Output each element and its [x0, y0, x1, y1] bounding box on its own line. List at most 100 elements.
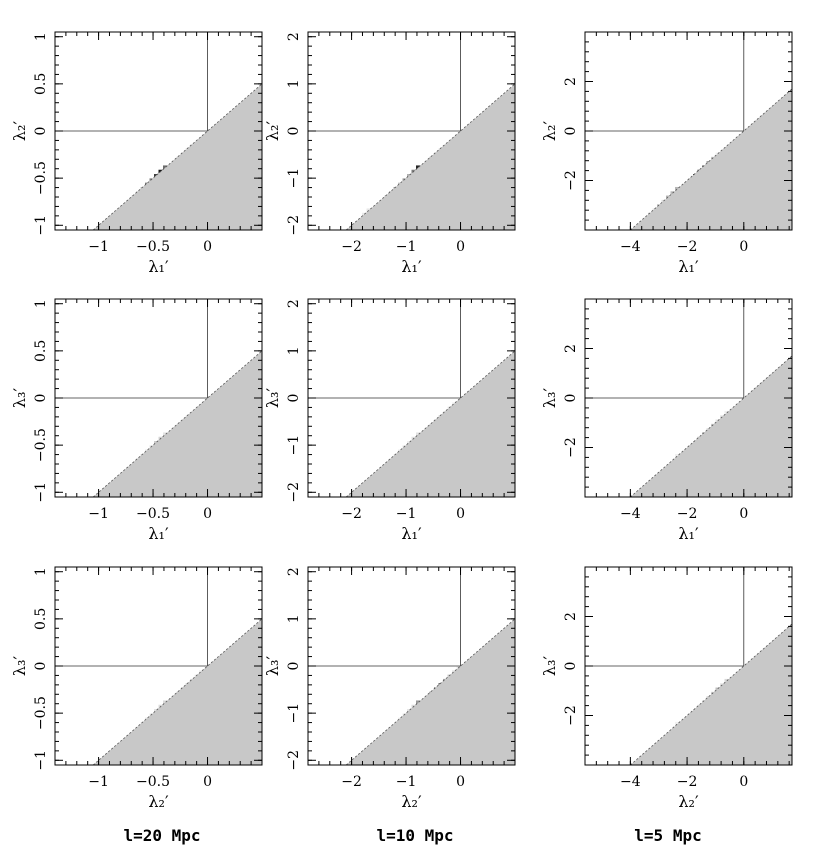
panel-r2-c1: −2 −1 0 −2 −1 0 1 2 λ₂′ λ₃′	[263, 566, 516, 811]
y-tick-label: 1	[286, 614, 302, 623]
y-tick-label: 1	[33, 567, 49, 576]
y-tick-label: −2	[286, 482, 302, 503]
y-tick-label: −1	[286, 435, 302, 456]
panel-r1-c0: −1 −0.5 0 −1 −0.5 0 0.5 1 λ₁′ λ₃′	[10, 298, 263, 543]
y-tick-label: 1	[33, 299, 49, 308]
x-tick-label: 0	[739, 506, 748, 522]
x-tick-label: 0	[456, 774, 465, 790]
y-tick-label: −1	[286, 168, 302, 189]
y-tick-label: −1	[33, 215, 49, 236]
x-tick-label: −1	[396, 506, 417, 522]
x-tick-label: 0	[203, 239, 212, 255]
x-tick-label: −0.5	[136, 506, 170, 522]
y-tick-label: −2	[563, 437, 579, 458]
y-axis-label: λ₃′	[10, 656, 29, 677]
y-tick-label: 0.5	[33, 608, 49, 630]
y-tick-label: −0.5	[33, 696, 49, 730]
shaded-region	[346, 350, 515, 497]
y-tick-label: 0	[563, 394, 579, 403]
y-axis-label: λ₃′	[263, 656, 282, 677]
shaded-region	[346, 83, 515, 230]
x-tick-label: 0	[456, 239, 465, 255]
y-axis-label: λ₃′	[540, 656, 559, 677]
panel-r1-c2: −4 −2 0 −2 0 2 λ₁′ λ₃′	[540, 298, 793, 543]
y-tick-label: 2	[563, 344, 579, 353]
y-axis-label: λ₃′	[263, 388, 282, 409]
x-tick-label: −2	[341, 239, 362, 255]
y-tick-label: 2	[286, 299, 302, 308]
y-tick-label: 0	[33, 394, 49, 403]
x-axis-label: λ₁′	[678, 524, 699, 543]
x-tick-label: 0	[203, 506, 212, 522]
x-axis-label: λ₁′	[148, 524, 169, 543]
y-tick-label: 0	[286, 394, 302, 403]
y-tick-label: 0	[33, 127, 49, 136]
x-tick-label: −1	[88, 774, 109, 790]
x-tick-label: −4	[620, 774, 641, 790]
x-tick-label: 0	[739, 774, 748, 790]
x-tick-label: −2	[341, 774, 362, 790]
x-tick-label: −0.5	[136, 239, 170, 255]
panel-r1-c1: −2 −1 0 −2 −1 0 1 2 λ₁′ λ₃′	[263, 298, 516, 543]
column-label-l5: l=5 Mpc	[634, 826, 702, 845]
y-tick-label: −2	[286, 750, 302, 771]
y-tick-label: 2	[286, 32, 302, 41]
x-axis-label: λ₁′	[148, 257, 169, 276]
y-tick-label: 2	[286, 567, 302, 576]
x-tick-label: −2	[677, 239, 698, 255]
y-tick-label: 1	[286, 346, 302, 355]
y-axis-label: λ₂′	[540, 121, 559, 142]
shaded-region	[93, 83, 262, 230]
x-axis-label: λ₁′	[401, 257, 422, 276]
diagonal-line	[92, 83, 262, 230]
y-tick-label: −0.5	[33, 161, 49, 195]
y-tick-label: 0	[286, 127, 302, 136]
y-tick-label: 1	[33, 32, 49, 41]
y-tick-label: 0.5	[33, 73, 49, 95]
x-tick-label: −2	[677, 506, 698, 522]
x-tick-label: 0	[739, 239, 748, 255]
x-tick-label: −1	[396, 774, 417, 790]
y-tick-label: −2	[563, 170, 579, 191]
x-tick-label: −1	[88, 506, 109, 522]
diagonal-line	[92, 618, 262, 765]
diagonal-line	[345, 618, 515, 765]
y-tick-label: 0.5	[33, 340, 49, 362]
x-tick-label: −4	[620, 239, 641, 255]
y-tick-label: −2	[563, 705, 579, 726]
x-axis-label: λ₂′	[678, 792, 699, 811]
x-tick-label: −0.5	[136, 774, 170, 790]
shaded-region	[93, 618, 262, 765]
y-axis-label: λ₃′	[10, 388, 29, 409]
y-tick-label: 2	[563, 77, 579, 86]
x-axis-label: λ₂′	[148, 792, 169, 811]
x-tick-label: −1	[396, 239, 417, 255]
y-tick-label: 0	[286, 662, 302, 671]
column-label-l20: l=20 Mpc	[123, 826, 201, 845]
y-tick-label: −0.5	[33, 428, 49, 462]
y-tick-label: 0	[563, 662, 579, 671]
x-tick-label: 0	[203, 774, 212, 790]
x-axis-label: λ₁′	[401, 524, 422, 543]
y-tick-label: 0	[563, 127, 579, 136]
panel-r2-c2: −4 −2 0 −2 0 2 λ₂′ λ₃′	[540, 566, 793, 811]
panel-r0-c0: −1 −0.5 0 −1 −0.5 0 0.5 1 λ₁′ λ₂′	[10, 31, 263, 276]
diagonal-line	[345, 350, 515, 497]
y-tick-label: 1	[286, 79, 302, 88]
shaded-region	[346, 618, 515, 765]
x-tick-label: −2	[677, 774, 698, 790]
panel-r2-c0: −1 −0.5 0 −1 −0.5 0 0.5 1 λ₂′ λ₃′	[10, 566, 263, 811]
x-tick-label: −4	[620, 506, 641, 522]
x-tick-label: −1	[88, 239, 109, 255]
y-axis-label: λ₃′	[540, 388, 559, 409]
y-axis-label: λ₂′	[263, 121, 282, 142]
x-tick-label: −2	[341, 506, 362, 522]
column-label-l10: l=10 Mpc	[376, 826, 454, 845]
x-axis-label: λ₁′	[678, 257, 699, 276]
shaded-region	[93, 350, 262, 497]
x-axis-label: λ₂′	[401, 792, 422, 811]
y-tick-label: −1	[286, 703, 302, 724]
y-tick-label: 0	[33, 662, 49, 671]
x-tick-label: 0	[456, 506, 465, 522]
